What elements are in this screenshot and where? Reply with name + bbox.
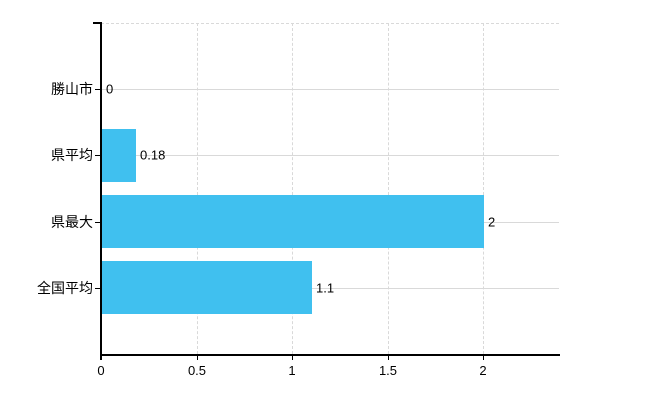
category-label: 勝山市 — [51, 81, 93, 97]
bar — [102, 261, 312, 314]
x-gridline — [483, 23, 484, 354]
y-axis-top-tick — [93, 22, 101, 24]
y-gridline — [101, 288, 559, 289]
category-label: 県最大 — [51, 214, 93, 230]
y-tick — [95, 89, 101, 90]
x-tick-label: 1.5 — [378, 363, 398, 378]
y-gridline — [101, 155, 559, 156]
bar — [102, 129, 136, 182]
y-tick — [95, 222, 101, 223]
x-gridline — [388, 23, 389, 354]
bar-value-label: 1.1 — [316, 280, 335, 296]
category-label: 全国平均 — [37, 280, 93, 296]
x-tick — [101, 356, 102, 360]
x-axis — [100, 354, 560, 356]
y-axis — [100, 22, 102, 360]
y-gridline — [101, 89, 559, 90]
x-gridline — [197, 23, 198, 354]
x-tick-label: 1 — [288, 363, 296, 378]
x-tick-label: 2 — [479, 363, 487, 378]
x-gridline — [292, 23, 293, 354]
x-tick — [197, 356, 198, 360]
x-tick — [292, 356, 293, 360]
x-tick — [483, 356, 484, 360]
bar-value-label: 2 — [488, 214, 496, 230]
x-tick-label: 0 — [97, 363, 105, 378]
y-tick — [95, 288, 101, 289]
y-tick — [95, 155, 101, 156]
bar-value-label: 0 — [106, 81, 114, 97]
bar — [102, 195, 484, 248]
bar-value-label: 0.18 — [140, 147, 166, 163]
category-label: 県平均 — [51, 147, 93, 163]
plot-top-border — [101, 23, 559, 24]
x-tick — [388, 356, 389, 360]
x-tick-label: 0.5 — [187, 363, 207, 378]
